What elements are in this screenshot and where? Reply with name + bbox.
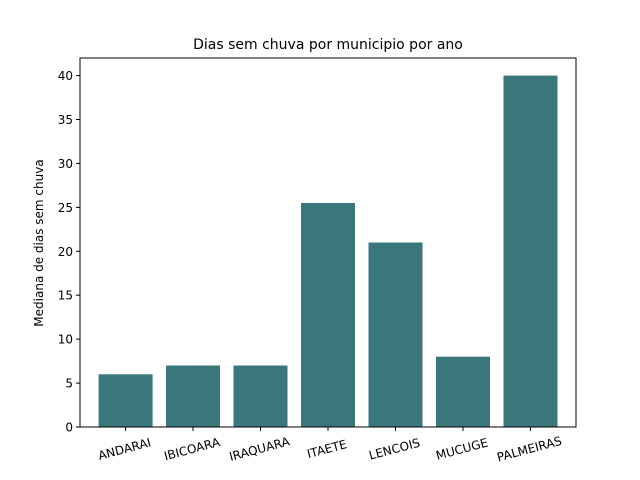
x-tick-label: IRAQUARA	[228, 434, 292, 464]
x-tick-label: LENCOIS	[367, 436, 421, 463]
y-axis-label: Mediana de dias sem chuva	[32, 159, 46, 326]
bar-itaete	[301, 203, 355, 427]
x-tick-label: ITAETE	[306, 437, 349, 461]
y-axis-ticks: 0 5 10 15 20 25 30 35 40	[58, 69, 80, 435]
y-tick-label: 20	[58, 245, 73, 259]
bar-andarai	[98, 374, 153, 427]
y-tick-label: 40	[58, 69, 73, 83]
bars-group	[98, 75, 558, 427]
x-tick-label: MUCUGE	[434, 435, 489, 462]
y-tick-label: 5	[65, 377, 73, 391]
y-tick-label: 15	[58, 289, 73, 303]
x-tick-label: ANDARAI	[97, 435, 153, 463]
bar-iraquara	[233, 365, 288, 427]
y-tick-label: 10	[58, 333, 73, 347]
y-tick-label: 25	[58, 201, 73, 215]
chart-title: Dias sem chuva por municipio por ano	[193, 37, 463, 53]
y-tick-label: 35	[58, 113, 73, 127]
x-axis-ticks: ANDARAI IBICOARA IRAQUARA ITAETE LENCOIS MUCU…	[97, 427, 563, 465]
bar-mucuge	[436, 356, 490, 427]
plot-frame	[79, 57, 577, 428]
x-tick-label: IBICOARA	[163, 435, 223, 464]
x-tick-label: PALMEIRAS	[495, 434, 563, 465]
y-tick-label: 30	[58, 157, 73, 171]
y-tick-label: 0	[65, 421, 73, 435]
bar-ibicoara	[166, 365, 220, 427]
bar-palmeiras	[503, 75, 558, 427]
bar-lencois	[368, 242, 423, 427]
